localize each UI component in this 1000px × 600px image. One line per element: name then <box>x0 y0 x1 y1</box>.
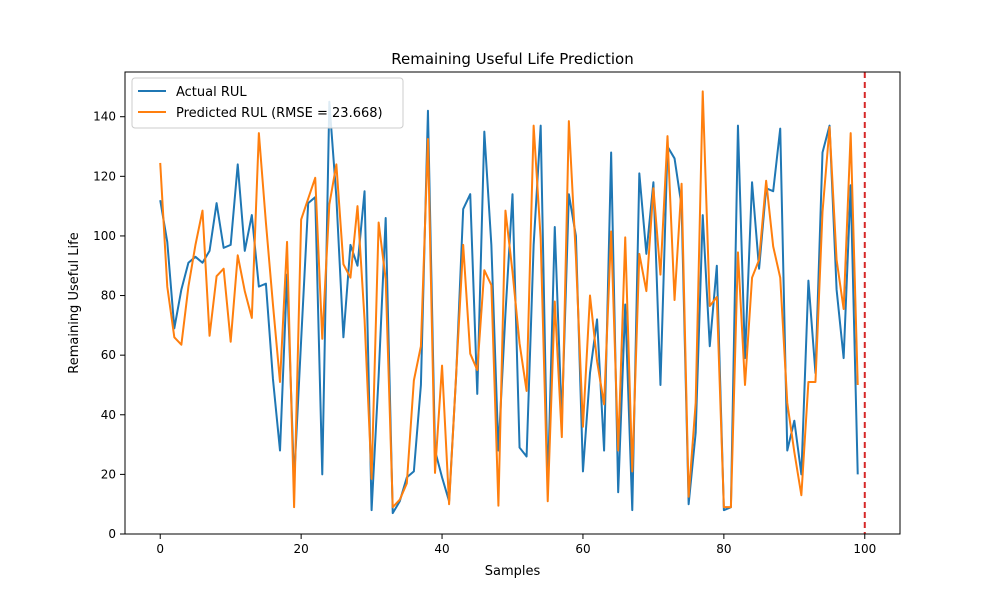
legend-label-predicted: Predicted RUL (RMSE = 23.668) <box>176 106 383 121</box>
x-axis-label: Samples <box>485 564 541 579</box>
y-axis-ticks: 0 20 40 60 80 100 120 140 <box>93 110 125 541</box>
series-line-predicted <box>159 90 859 509</box>
y-axis-label: Remaining Useful Life <box>67 232 82 373</box>
y-tick-label: 140 <box>93 110 116 124</box>
y-tick-label: 100 <box>93 229 116 243</box>
x-tick-label: 20 <box>293 542 308 556</box>
y-tick-label: 40 <box>101 408 116 422</box>
legend-box <box>131 77 404 129</box>
x-tick-label: 0 <box>156 542 164 556</box>
series-layer <box>159 90 859 515</box>
x-tick-label: 100 <box>853 542 876 556</box>
chart-title: Remaining Useful Life Prediction <box>391 50 633 68</box>
y-tick-label: 0 <box>108 527 116 541</box>
legend: Actual RUL Predicted RUL (RMSE = 23.668) <box>131 77 404 129</box>
y-tick-label: 80 <box>101 289 116 303</box>
series-line-actual <box>159 100 859 515</box>
y-tick-label: 60 <box>101 348 116 362</box>
x-tick-label: 40 <box>434 542 449 556</box>
y-tick-label: 20 <box>101 467 116 481</box>
x-tick-label: 80 <box>716 542 731 556</box>
y-tick-label: 120 <box>93 169 116 183</box>
plot-frame <box>124 71 901 535</box>
legend-label-actual: Actual RUL <box>176 85 247 100</box>
x-axis-ticks: 0 20 40 60 80 100 <box>156 534 876 556</box>
x-tick-label: 60 <box>575 542 590 556</box>
